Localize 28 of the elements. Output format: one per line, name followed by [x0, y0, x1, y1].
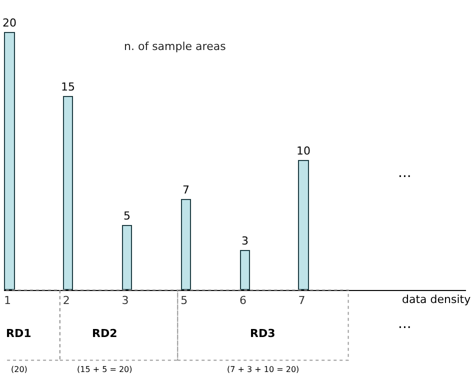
- x-tick-label: 6: [239, 294, 246, 308]
- bar: [63, 96, 73, 290]
- bar: [122, 225, 132, 290]
- text: RD2: [92, 327, 118, 340]
- text: (20): [11, 365, 28, 374]
- data-label: 15: [61, 80, 75, 94]
- data-label: 3: [242, 234, 248, 248]
- bar: [240, 250, 250, 290]
- text: (7 + 3 + 10 = 20): [227, 365, 300, 374]
- text: RD1: [6, 327, 32, 340]
- text: ...: [398, 316, 412, 332]
- y-axis-title: n. of sample areas: [124, 40, 226, 53]
- x-tick-label: 1: [4, 294, 12, 308]
- bar: [181, 199, 191, 290]
- text: ...: [398, 165, 412, 181]
- text: data density: [402, 293, 472, 306]
- text: (15 + 5 = 20): [77, 365, 132, 374]
- data-label: 7: [182, 184, 190, 196]
- bar: [298, 160, 309, 290]
- x-tick-label: 5: [180, 294, 188, 308]
- data-label: 10: [296, 144, 310, 158]
- bar: [4, 32, 15, 290]
- data-label: 20: [2, 16, 16, 30]
- x-tick-label: 7: [298, 294, 306, 308]
- x-tick-label: 2: [62, 294, 70, 308]
- x-tick-label: 3: [122, 294, 129, 308]
- data-label: 5: [124, 210, 130, 222]
- text: RD3: [250, 327, 276, 340]
